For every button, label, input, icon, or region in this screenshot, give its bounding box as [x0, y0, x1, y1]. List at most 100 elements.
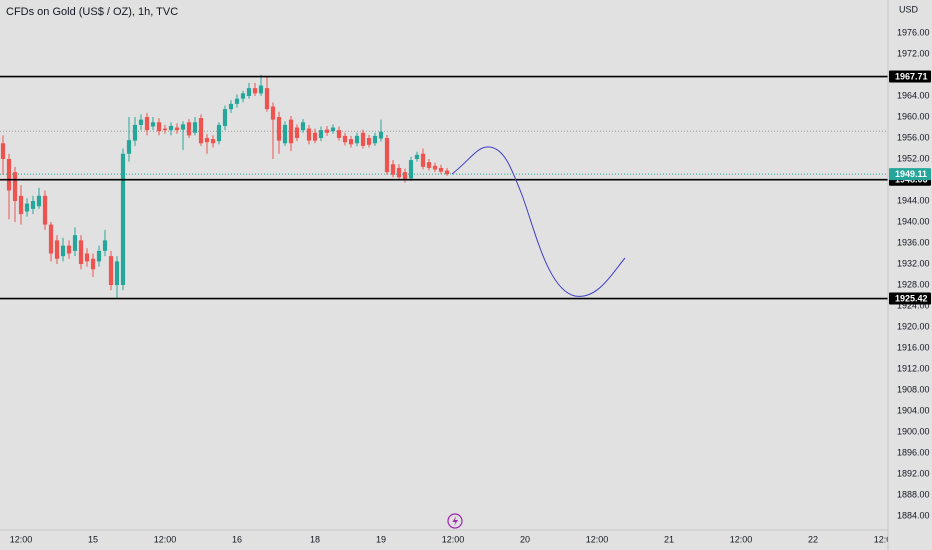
- candle-body: [96, 250, 102, 262]
- y-tick-label: 1912.00: [897, 363, 930, 373]
- y-tick-label: 1904.00: [897, 405, 930, 415]
- candle-body: [48, 224, 54, 254]
- last-price-label: 1949.11: [895, 169, 927, 179]
- candle-body: [162, 128, 168, 131]
- candle-body: [114, 261, 120, 286]
- candle-body: [438, 167, 444, 172]
- candle-body: [126, 140, 132, 154]
- candle-body: [216, 124, 222, 142]
- events-icon[interactable]: [447, 513, 463, 529]
- candle-body: [306, 128, 312, 141]
- y-tick-label: 1952.00: [897, 153, 930, 163]
- x-tick-label: 12:00: [442, 534, 465, 544]
- candle-body: [330, 127, 336, 132]
- candle-body: [426, 162, 432, 168]
- candle-body: [282, 124, 288, 144]
- candle-body: [54, 240, 60, 259]
- candle-body: [120, 153, 126, 286]
- y-tick-label: 1924.00: [897, 300, 930, 310]
- candle-body: [180, 124, 186, 130]
- last-price-box: [889, 168, 931, 181]
- candle-body: [192, 122, 198, 133]
- x-tick-label: 12:00: [154, 534, 177, 544]
- drawing-curve: [451, 146, 626, 297]
- x-tick-label: 12:00: [586, 534, 609, 544]
- candle-body: [36, 195, 42, 207]
- candle-body: [354, 135, 360, 144]
- x-tick-label: 22: [808, 534, 818, 544]
- y-tick-label: 1916.00: [897, 342, 930, 352]
- candle-body: [342, 135, 348, 143]
- candle-body: [168, 125, 174, 131]
- price-axis: 1884.00 1888.00 1892.00 1896.00 1900.00 1904.…: [889, 27, 931, 520]
- level-label-box: [889, 70, 931, 83]
- y-tick-label: 1908.00: [897, 384, 930, 394]
- y-tick-label: 1944.00: [897, 195, 930, 205]
- candle-body: [144, 117, 150, 131]
- candle-body: [384, 138, 390, 173]
- candle-body: [66, 245, 72, 254]
- y-tick-label: 1964.00: [897, 90, 930, 100]
- x-tick-label: 19: [376, 534, 386, 544]
- candle-body: [240, 93, 246, 99]
- y-tick-label: 1896.00: [897, 447, 930, 457]
- candle-body: [84, 253, 90, 262]
- y-tick-label: 1888.00: [897, 489, 930, 499]
- candle-body: [156, 122, 162, 132]
- y-tick-label: 1900.00: [897, 426, 930, 436]
- candle-body: [108, 256, 114, 286]
- candle-body: [312, 132, 318, 141]
- time-axis: 12:00 15 12:00 16 18 19 12:00 20 12:00 21 12:00 22 1…: [10, 534, 897, 544]
- chart-title: CFDs on Gold (US$ / OZ), 1h, TVC: [6, 6, 178, 18]
- candle-body: [366, 138, 372, 145]
- candle-body: [294, 127, 300, 139]
- currency-label: USD: [899, 4, 919, 14]
- candle-body: [234, 98, 240, 104]
- y-tick-label: 1936.00: [897, 237, 930, 247]
- candle-body: [204, 138, 210, 143]
- candle-body: [102, 240, 108, 251]
- candle-body: [246, 88, 252, 97]
- x-tick-label: 12:00: [10, 534, 33, 544]
- x-tick-label: 12:00: [874, 534, 897, 544]
- y-tick-label: 1892.00: [897, 468, 930, 478]
- candle-body: [18, 195, 24, 215]
- candle-body: [30, 201, 36, 209]
- candle-body: [336, 130, 342, 139]
- candle-body: [420, 153, 426, 167]
- candle-body: [348, 139, 354, 145]
- events-icon-bolt[interactable]: [452, 516, 459, 526]
- level-label: 1967.71: [895, 71, 928, 81]
- candle-body: [72, 235, 78, 251]
- candle-body: [402, 172, 408, 181]
- candle-body: [444, 170, 450, 175]
- candle-body: [90, 258, 96, 270]
- x-tick-label: 12:00: [730, 534, 753, 544]
- candle-body: [396, 167, 402, 178]
- candle-body: [6, 159, 12, 191]
- y-tick-label: 1920.00: [897, 321, 930, 331]
- candle-body: [12, 172, 18, 202]
- candle-body: [150, 122, 156, 127]
- x-tick-label: 21: [664, 534, 674, 544]
- y-tick-label: 1960.00: [897, 111, 930, 121]
- price-axis-panel: [888, 0, 932, 550]
- candle-body: [186, 122, 192, 136]
- candle-body: [390, 164, 396, 175]
- x-tick-label: 15: [88, 534, 98, 544]
- level-label: 1925.42: [895, 293, 928, 303]
- candle-body: [42, 195, 48, 225]
- candle-body: [318, 130, 324, 139]
- candle-body: [210, 139, 216, 144]
- x-tick-label: 20: [520, 534, 530, 544]
- candle-body: [222, 109, 228, 126]
- y-tick-label: 1932.00: [897, 258, 930, 268]
- candle-body: [252, 88, 258, 94]
- candle-body: [138, 119, 144, 125]
- candle-body: [300, 122, 306, 131]
- candle-body: [378, 131, 384, 139]
- y-tick-label: 1884.00: [897, 510, 930, 520]
- candle-body: [198, 118, 204, 144]
